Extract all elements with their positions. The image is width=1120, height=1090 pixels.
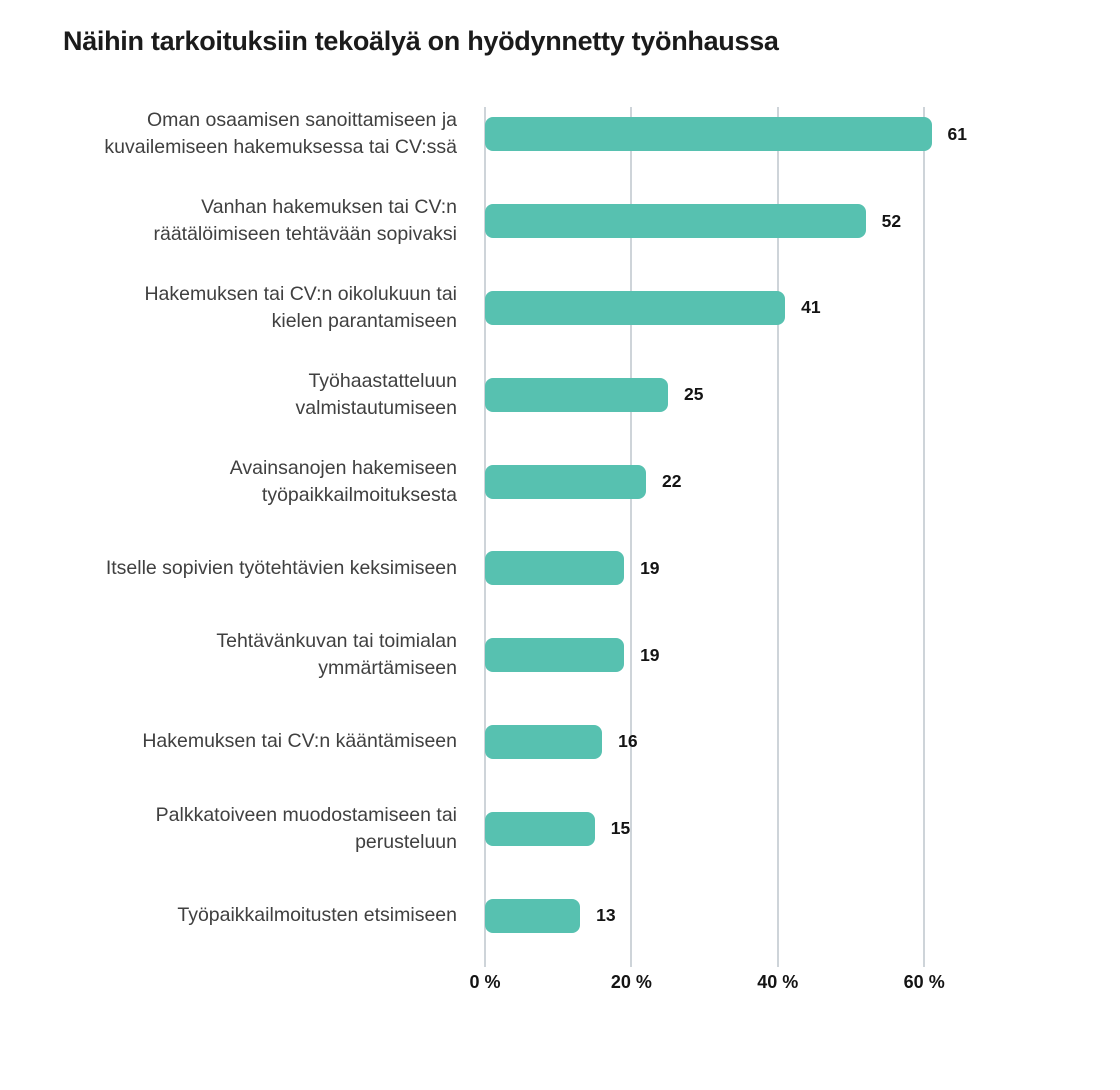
gridline-20 [630, 107, 633, 967]
gridline-40 [776, 107, 779, 967]
category-label: Hakemuksen tai CV:n kääntämiseen [60, 728, 457, 755]
value-label: 16 [618, 731, 638, 752]
category-label: Avainsanojen hakemiseen työpaikkailmoituk… [60, 455, 457, 509]
value-label: 19 [640, 644, 660, 665]
category-label: Hakemuksen tai CV:n oikolukuun tai kielen… [60, 281, 457, 335]
category-label-line: Palkkatoiveen muodostamiseen tai [155, 803, 457, 826]
category-label-line: Itselle sopivien työtehtävien keksimisee… [105, 556, 457, 579]
x-tick-label: 60 % [903, 972, 945, 992]
bar-row: Hakemuksen tai CV:n oikolukuun tai kielen… [60, 265, 1110, 352]
bar-row: Työhaastatteluun valmistautumiseen 25 [60, 351, 1110, 438]
category-label-line: Tehtävänkuvan tai toimialan [216, 630, 457, 653]
bar-row: Vanhan hakemuksen tai CV:n räätälöimiseen… [60, 178, 1110, 265]
category-label-line: perusteluun [355, 830, 457, 853]
category-label: Tehtävänkuvan tai toimialan ymmärtämiseen [60, 628, 457, 682]
bar [485, 898, 581, 933]
category-label: Työhaastatteluun valmistautumiseen [60, 368, 457, 422]
bar [485, 117, 932, 152]
value-label: 13 [596, 905, 616, 926]
bar-row: Itselle sopivien työtehtävien keksimisee… [60, 525, 1110, 612]
bar [485, 290, 786, 325]
category-label: Oman osaamisen sanoittamiseen ja kuvailem… [60, 107, 457, 161]
value-label: 22 [662, 471, 682, 492]
bar [485, 724, 603, 759]
value-label: 15 [610, 818, 631, 839]
x-tick-label: 20 % [610, 972, 652, 992]
category-label-line: räätälöimiseen tehtävään sopivaksi [153, 223, 457, 246]
category-label: Itselle sopivien työtehtävien keksimisee… [60, 555, 457, 582]
chart-title: Näihin tarkoituksiin tekoälyä on hyödynn… [63, 26, 779, 56]
category-label-line: valmistautumiseen [295, 396, 457, 419]
bar-row: Oman osaamisen sanoittamiseen ja kuvailem… [60, 91, 1110, 178]
bar-row: Tehtävänkuvan tai toimialan ymmärtämiseen… [60, 612, 1110, 699]
category-label-line: kuvailemiseen hakemuksessa tai CV:ssä [104, 136, 457, 159]
bar-row: Hakemuksen tai CV:n kääntämiseen 16 [60, 699, 1110, 786]
category-label-line: Vanhan hakemuksen tai CV:n [201, 196, 457, 219]
value-label: 41 [801, 297, 821, 318]
bar-row: Palkkatoiveen muodostamiseen tai perustel… [60, 785, 1110, 872]
x-tick-label: 40 % [757, 972, 799, 992]
category-label-line: kielen parantamiseen [271, 309, 457, 332]
bar [485, 551, 625, 586]
value-label: 25 [684, 384, 704, 405]
category-label-line: Työhaastatteluun [308, 369, 457, 392]
bar-row: Avainsanojen hakemiseen työpaikkailmoituk… [60, 438, 1110, 525]
gridline-60 [923, 107, 926, 967]
category-label-line: Oman osaamisen sanoittamiseen ja [147, 109, 457, 132]
category-label-line: Hakemuksen tai CV:n oikolukuun tai [144, 282, 457, 305]
x-axis: 0 % 20 % 40 % 60 % [469, 972, 1120, 998]
value-label: 19 [640, 557, 660, 578]
plot-gridlines [484, 107, 1120, 967]
category-label: Työpaikkailmoitusten etsimiseen [60, 902, 457, 929]
value-label: 61 [947, 123, 967, 144]
category-label-line: Avainsanojen hakemiseen [229, 456, 457, 479]
category-label-line: Hakemuksen tai CV:n kääntämiseen [142, 730, 457, 753]
category-label-line: työpaikkailmoituksesta [261, 483, 457, 506]
value-label: 52 [881, 210, 902, 231]
bar [485, 638, 625, 673]
bar [485, 811, 595, 846]
x-tick-label: 0 % [469, 972, 501, 992]
gridline-0 [484, 107, 486, 967]
category-label: Palkkatoiveen muodostamiseen tai perustel… [60, 802, 457, 856]
bar [485, 464, 647, 499]
bar-row: Työpaikkailmoitusten etsimiseen 13 [60, 872, 1110, 959]
bar [485, 204, 866, 239]
category-label-line: Työpaikkailmoitusten etsimiseen [177, 904, 457, 927]
category-label: Vanhan hakemuksen tai CV:n räätälöimiseen… [60, 194, 457, 248]
bar [485, 377, 668, 412]
category-label-line: ymmärtämiseen [318, 657, 457, 680]
bar-rows: Oman osaamisen sanoittamiseen ja kuvailem… [60, 91, 1110, 959]
